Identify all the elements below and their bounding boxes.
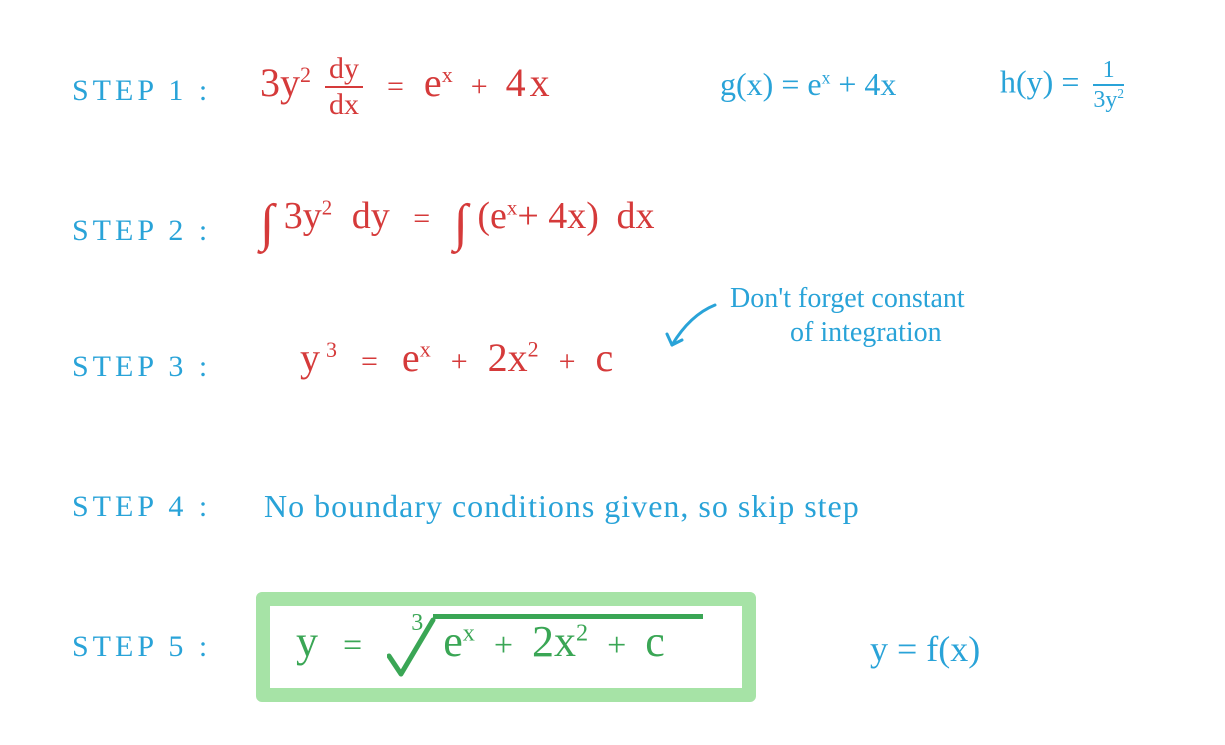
step4-label: STEP 4 : [72,490,211,524]
s3-lexp: 3 [326,337,337,362]
s1-rhs-a-exp: x [442,62,453,87]
step5-side: y = f(x) [870,628,980,670]
s5-eqs: = [343,627,362,664]
s1-h-bot: 3y2 [1093,86,1124,112]
s1-frac-top: dy [325,54,363,88]
s3-rbv: x [508,335,528,380]
s1-eq-sign: = [387,70,404,103]
s3-lvar: y [300,335,320,380]
s1-h-bot-coeff: 3y [1093,87,1117,113]
s5-ra: e [443,617,463,666]
s3-rbc: 2 [488,335,508,380]
s3-p1: + [451,345,468,378]
step1-gdef: g(x) = ex + 4x [720,66,896,103]
radical-overbar [433,614,703,619]
step3-label: STEP 3 : [72,350,211,384]
s1-coeff: 3 [260,60,280,105]
s3-p2: + [559,345,576,378]
step2-equation: ∫ 3y2 dy = ∫ (ex+ 4x) dx [260,194,654,238]
s1-g-exp: x [822,67,831,87]
s5-p1: + [494,627,513,664]
s1-g-tail: + 4x [838,66,896,102]
s2-eqs: = [413,202,430,235]
s2-ra: e [490,195,507,237]
radical-icon [387,616,441,680]
s1-h-top: 1 [1093,58,1124,86]
step5-equation: y = 3 ex + 2x2 + c [296,616,665,667]
step4-text: No boundary conditions given, so skip st… [264,488,860,525]
s5-ra-exp: x [463,619,475,646]
step2-label: STEP 2 : [72,214,211,248]
s2-ra-exp: x [507,195,517,219]
step3-annotation-line1: Don't forget constant [730,282,965,316]
s3-ra-exp: x [420,337,431,362]
radicand: ex + 2x2 + c [443,616,665,667]
s5-rbe: 2 [576,619,588,646]
s1-var: y [280,60,300,105]
s1-rhs-a: e [424,60,442,105]
s2-l-var: y [303,195,322,237]
s2-dy: dy [352,195,390,237]
s3-ra: e [402,335,420,380]
s1-rhs-b-coeff: 4 [506,60,526,105]
s5-rbc: 2 [532,617,554,666]
s2-l-coeff: 3 [284,195,303,237]
s5-p2: + [607,627,626,664]
s2-close: ) [586,195,599,237]
step5-label: STEP 5 : [72,630,211,664]
step3-equation: y3 = ex + 2x2 + c [300,334,613,381]
s2-open: ( [477,195,490,237]
s2-rmid: + 4x [517,195,586,237]
s2-dx: dx [616,195,654,237]
arrow-icon [660,300,720,360]
s3-eqs: = [361,345,378,378]
step3-annotation-line2: of integration [790,316,942,350]
s5-c: c [645,617,665,666]
s1-h-pre: h(y) = [1000,63,1079,99]
step1-hdef: h(y) = 1 3y2 [1000,58,1124,112]
s3-c: c [596,335,614,380]
s1-exp: 2 [300,62,311,87]
s3-rbe: 2 [528,337,539,362]
s2-l-exp: 2 [322,195,332,219]
s1-g-def: g(x) = e [720,66,822,102]
s1-h-bot-exp: 2 [1117,86,1124,101]
s1-rhs-b-var: x [530,60,550,105]
step1-label: STEP 1 : [72,74,211,108]
s1-frac-bot: dx [325,88,363,120]
s5-rbv: x [554,617,576,666]
s5-lvar: y [296,617,318,666]
s1-plus: + [471,70,488,103]
cube-root: 3 ex + 2x2 + c [387,616,665,667]
step1-equation: 3y2 dy dx = ex + 4x [260,54,550,120]
